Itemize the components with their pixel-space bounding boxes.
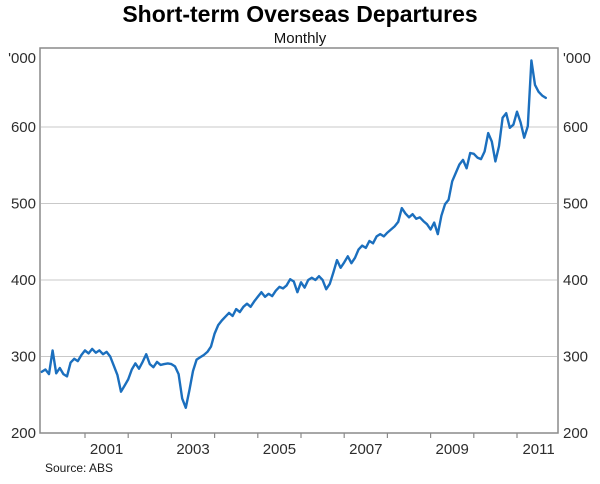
source-note: Source: ABS: [45, 461, 114, 475]
right-axis-label-400: 400: [563, 272, 588, 289]
right-axis-label-500: 500: [563, 196, 588, 213]
chart-title: Short-term Overseas Departures: [122, 1, 478, 27]
x-label-2003: 2003: [176, 441, 209, 458]
x-label-2001: 2001: [90, 441, 123, 458]
departures-line: [40, 59, 547, 409]
x-label-2011: 2011: [522, 441, 554, 458]
plot-frame: [39, 47, 559, 434]
x-label-2005: 2005: [263, 441, 296, 458]
left-axis-label-600: 600: [11, 119, 36, 136]
left-axis-label-300: 300: [11, 349, 36, 366]
left-axis-label-500: 500: [11, 196, 36, 213]
right-axis-label-600: 600: [563, 119, 588, 136]
right-axis-label-300: 300: [563, 349, 588, 366]
left-axis-label-400: 400: [11, 272, 36, 289]
left-axis-label-200: 200: [11, 425, 36, 442]
x-label-2007: 2007: [349, 441, 382, 458]
right-axis-label-200: 200: [563, 425, 588, 442]
x-label-2009: 2009: [436, 441, 469, 458]
right-axis-unit-label: '000: [563, 50, 591, 67]
left-axis-unit-label: '000: [8, 50, 36, 67]
chart-subtitle: Monthly: [273, 30, 327, 47]
